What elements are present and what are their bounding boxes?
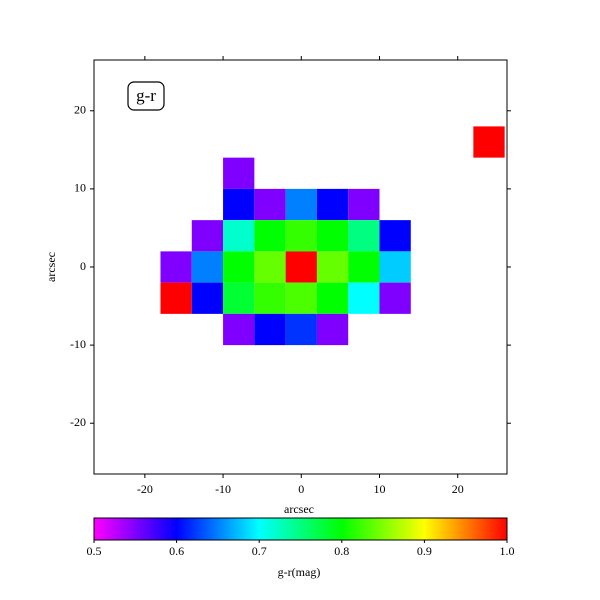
pixel [316, 251, 349, 283]
pixel [254, 313, 286, 346]
pixel [223, 282, 255, 314]
pixel [191, 251, 224, 283]
pixel [160, 282, 192, 314]
x-tick-label: 20 [452, 482, 464, 496]
pixel [316, 220, 349, 252]
x-tick-label: 0 [298, 482, 304, 496]
pixel [316, 282, 349, 314]
pixel [473, 126, 505, 158]
x-tick-label: -10 [215, 482, 231, 496]
pixel [348, 251, 380, 283]
pixel [285, 282, 317, 314]
pixel [316, 313, 349, 346]
pixel [316, 188, 349, 221]
pixel [379, 220, 411, 252]
pixel [223, 188, 255, 221]
y-tick-label: 0 [80, 259, 86, 273]
x-axis-label: arcsec [284, 502, 314, 516]
panel-label-box [127, 81, 165, 111]
y-tick-label: -10 [70, 337, 86, 351]
pixel [285, 188, 317, 221]
pixel [223, 157, 255, 189]
pixel [348, 282, 380, 314]
x-tick-label: 10 [374, 482, 386, 496]
y-tick-label: 10 [74, 181, 86, 195]
pixel [348, 220, 380, 252]
pixel [285, 251, 317, 283]
x-tick-label: -20 [137, 482, 153, 496]
pixel [254, 188, 286, 221]
pixel [223, 313, 255, 346]
pixel [254, 251, 286, 283]
colorbar-tick-label: 0.9 [417, 544, 432, 558]
pixel [379, 282, 411, 314]
colorbar-tick-label: 0.8 [334, 544, 349, 558]
pixel [379, 251, 411, 283]
pixel [223, 251, 255, 283]
y-tick-label: 20 [74, 103, 86, 117]
colorbar-tick-label: 0.6 [169, 544, 184, 558]
colorbar [93, 517, 508, 541]
pixel [348, 188, 380, 221]
colorbar-tick-label: 1.0 [500, 544, 515, 558]
panel-label: g-r [127, 81, 165, 111]
pixel [285, 220, 317, 252]
pixel [223, 220, 255, 252]
pixel [285, 313, 317, 346]
pixel [191, 282, 224, 314]
colorbar-label: g-r(mag) [278, 565, 321, 579]
y-axis-label: arcsec [44, 252, 58, 282]
pixel [191, 220, 224, 252]
pixel [254, 220, 286, 252]
colorbar-tick-label: 0.5 [87, 544, 102, 558]
colorbar-tick-label: 0.7 [252, 544, 267, 558]
panel-label-text: g-r [136, 86, 156, 105]
pixel [160, 251, 192, 283]
y-tick-label: -20 [70, 415, 86, 429]
pixel [254, 282, 286, 314]
